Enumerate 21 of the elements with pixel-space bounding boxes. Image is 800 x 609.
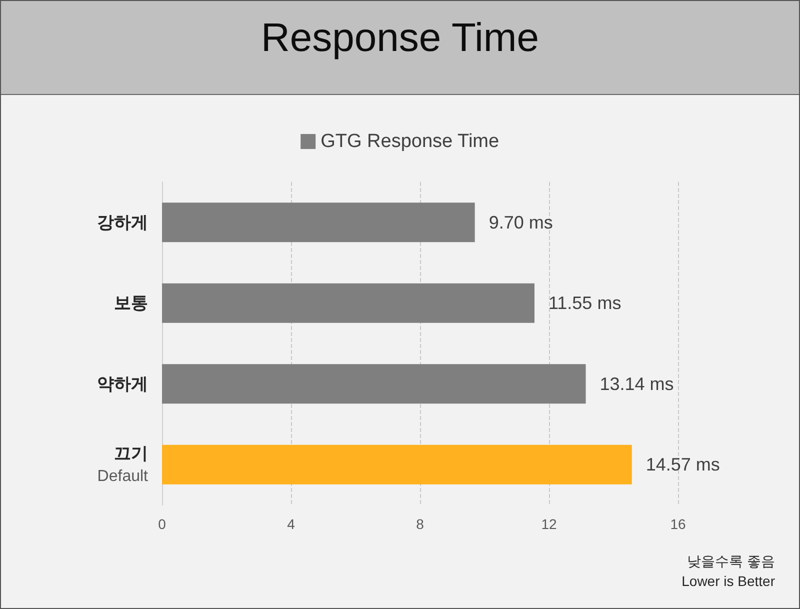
text: Lower is Better [682,573,776,589]
legend-label: GTG Response Time [320,131,500,152]
x-tick-label: 12 [541,516,557,532]
bar [162,444,632,484]
data-label: 11.55 ms [548,293,622,314]
x-tick-label: 0 [158,516,166,532]
data-label: 14.57 ms [646,454,720,475]
chart-title: Response Time [261,16,539,60]
y-tick-label: 보통 [114,294,148,313]
x-tick-label: 4 [287,516,296,532]
x-tick-label: 8 [416,516,424,532]
y-tick-label: 약하게 [97,374,148,394]
y-tick-label: 강하게 [97,212,148,232]
bar [162,202,475,242]
y-tick-label: 끄기 Default [97,444,149,486]
text: 낮을수록 좋음 [687,553,775,569]
x-tick-label: 16 [670,516,686,532]
data-label: 13.14 ms [600,374,674,394]
data-label: 9.70 ms [488,212,553,232]
bar [162,364,586,404]
bar [162,283,534,323]
